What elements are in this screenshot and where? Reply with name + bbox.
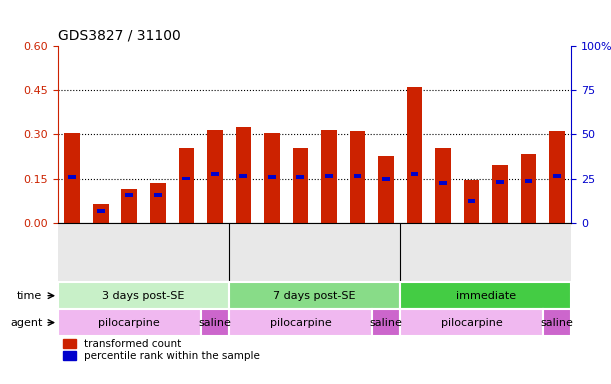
Bar bbox=[521, 154, 536, 223]
Bar bbox=[325, 174, 333, 177]
Bar bbox=[354, 174, 361, 177]
Text: pilocarpine: pilocarpine bbox=[269, 318, 331, 328]
Text: time: time bbox=[17, 291, 42, 301]
Bar bbox=[268, 175, 276, 179]
Bar bbox=[296, 175, 304, 179]
Bar bbox=[467, 199, 475, 202]
Text: pilocarpine: pilocarpine bbox=[441, 318, 502, 328]
Bar bbox=[154, 193, 162, 197]
Bar bbox=[553, 174, 561, 178]
Bar bbox=[97, 209, 104, 213]
Bar bbox=[236, 127, 251, 223]
Bar bbox=[58, 309, 200, 336]
Bar bbox=[122, 189, 137, 223]
Bar bbox=[229, 309, 371, 336]
Text: saline: saline bbox=[541, 318, 574, 328]
Bar bbox=[435, 147, 451, 223]
Bar bbox=[293, 147, 309, 223]
Bar bbox=[93, 204, 109, 223]
Bar bbox=[264, 133, 280, 223]
Text: 3 days post-SE: 3 days post-SE bbox=[103, 291, 185, 301]
Text: saline: saline bbox=[199, 318, 232, 328]
Bar bbox=[400, 282, 571, 309]
Text: 7 days post-SE: 7 days post-SE bbox=[273, 291, 356, 301]
Bar bbox=[439, 181, 447, 185]
Bar bbox=[349, 131, 365, 223]
Legend: transformed count, percentile rank within the sample: transformed count, percentile rank withi… bbox=[64, 339, 260, 361]
Bar bbox=[400, 309, 543, 336]
Bar bbox=[321, 130, 337, 223]
Bar bbox=[178, 147, 194, 223]
Bar bbox=[549, 131, 565, 223]
Bar bbox=[183, 177, 190, 180]
Text: saline: saline bbox=[370, 318, 403, 328]
Bar bbox=[496, 180, 504, 184]
Bar bbox=[207, 130, 223, 223]
Bar bbox=[125, 193, 133, 197]
Bar bbox=[543, 309, 571, 336]
Bar bbox=[200, 309, 229, 336]
Text: GDS3827 / 31100: GDS3827 / 31100 bbox=[58, 28, 181, 42]
Bar bbox=[58, 282, 229, 309]
Bar bbox=[371, 309, 400, 336]
Bar bbox=[464, 180, 480, 223]
Bar bbox=[382, 177, 390, 181]
Text: agent: agent bbox=[10, 318, 42, 328]
Text: pilocarpine: pilocarpine bbox=[98, 318, 160, 328]
Bar bbox=[492, 165, 508, 223]
Bar bbox=[378, 157, 394, 223]
Text: immediate: immediate bbox=[456, 291, 516, 301]
Bar bbox=[150, 183, 166, 223]
Bar bbox=[65, 133, 80, 223]
Bar bbox=[411, 172, 419, 176]
Bar bbox=[407, 87, 422, 223]
Bar bbox=[525, 179, 532, 182]
Bar bbox=[229, 282, 400, 309]
Bar bbox=[240, 174, 247, 177]
Bar bbox=[211, 172, 219, 176]
Bar bbox=[68, 175, 76, 179]
